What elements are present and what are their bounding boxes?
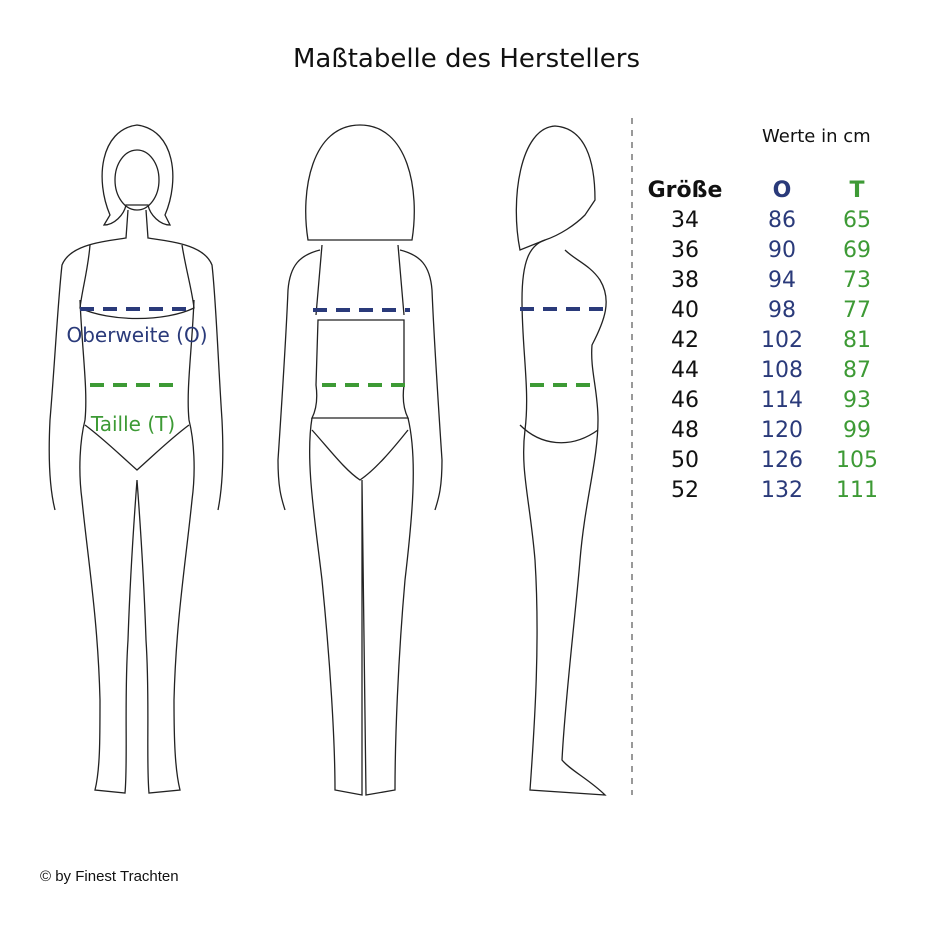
back-figure <box>277 124 443 796</box>
bust-label: Oberweite (O) <box>66 323 208 347</box>
side-figure <box>515 125 607 796</box>
table-cell-size: 36 <box>671 238 699 263</box>
table-cell-bust: 108 <box>761 358 803 383</box>
header-bust: O <box>772 178 792 203</box>
table-cell-waist: 81 <box>843 328 871 353</box>
page-title: Maßtabelle des Herstellers <box>292 44 641 74</box>
table-cell-size: 42 <box>671 328 699 353</box>
header-size: Größe <box>647 178 723 203</box>
table-cell-waist: 69 <box>843 238 871 263</box>
table-cell-bust: 98 <box>768 298 796 323</box>
table-cell-size: 48 <box>671 418 699 443</box>
table-cell-size: 34 <box>671 208 699 233</box>
table-cell-bust: 120 <box>761 418 803 443</box>
table-cell-waist: 93 <box>843 388 871 413</box>
unit-note: Werte in cm <box>762 126 871 147</box>
waist-label: Taille (T) <box>90 412 176 436</box>
table-cell-size: 44 <box>671 358 699 383</box>
copyright-footer: © by Finest Trachten <box>40 868 179 885</box>
header-waist: T <box>849 178 865 203</box>
table-cell-size: 40 <box>671 298 699 323</box>
table-cell-waist: 99 <box>843 418 871 443</box>
table-cell-waist: 105 <box>836 448 878 473</box>
table-cell-size: 52 <box>671 478 699 503</box>
table-cell-bust: 126 <box>761 448 803 473</box>
table-cell-waist: 87 <box>843 358 871 383</box>
table-cell-waist: 65 <box>843 208 871 233</box>
front-figure <box>48 124 224 794</box>
table-cell-bust: 132 <box>761 478 803 503</box>
table-cell-waist: 77 <box>843 298 871 323</box>
table-cell-size: 46 <box>671 388 699 413</box>
table-cell-bust: 94 <box>768 268 796 293</box>
table-cell-size: 50 <box>671 448 699 473</box>
table-cell-size: 38 <box>671 268 699 293</box>
table-cell-bust: 90 <box>768 238 796 263</box>
table-cell-waist: 73 <box>843 268 871 293</box>
table-cell-waist: 111 <box>836 478 878 503</box>
table-cell-bust: 114 <box>761 388 803 413</box>
table-cell-bust: 102 <box>761 328 803 353</box>
table-cell-bust: 86 <box>768 208 796 233</box>
